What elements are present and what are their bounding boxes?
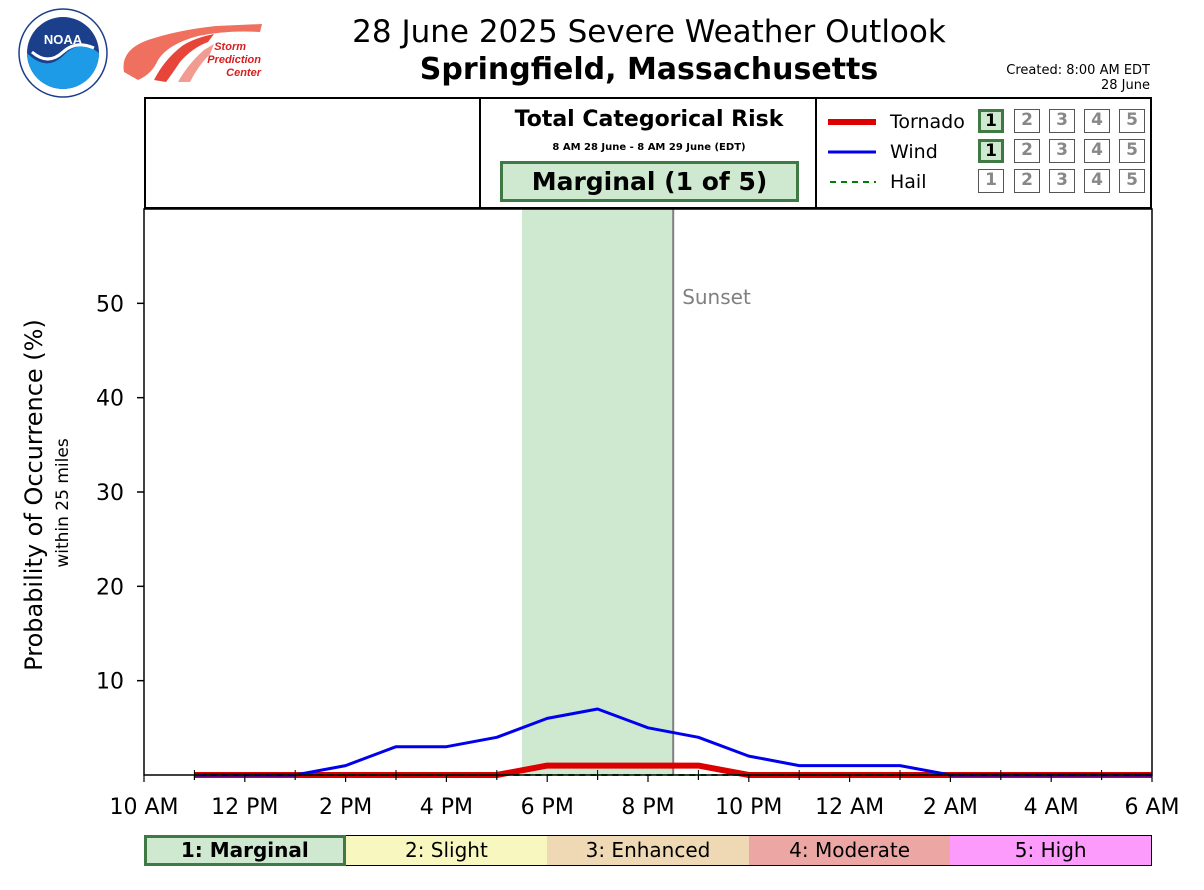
- header-panel: [144, 97, 1152, 209]
- noaa-logo-text: NOAA: [44, 32, 83, 47]
- spc-logo-line1: Storm: [214, 41, 246, 53]
- legend-row-hail: Hail 1 2 3 4 5: [826, 168, 1151, 194]
- noaa-logo: NOAA: [18, 8, 108, 98]
- tornado-level-2: 2: [1014, 109, 1040, 133]
- category-cell-1: 1: Marginal: [144, 835, 346, 866]
- x-tick-label: 4 AM: [1024, 795, 1079, 820]
- panel-divider-right: [815, 97, 817, 209]
- legend-swatch-tornado: [828, 119, 876, 125]
- x-tick-label: 4 PM: [420, 795, 473, 820]
- wind-level-2: 2: [1014, 139, 1040, 163]
- probability-chart: Sunset 10 20 30 40 50 10 AM 12 PM 2 PM 4 PM 6 PM 8…: [20, 208, 1180, 820]
- wind-level-3: 3: [1049, 139, 1075, 163]
- y-tick-label-10: 10: [96, 670, 124, 695]
- legend-swatch-hail: [830, 181, 876, 183]
- created-timestamp: Created: 8:00 AM EDT 28 June: [1006, 63, 1150, 93]
- wind-level-4: 4: [1084, 139, 1110, 163]
- category-cell-3: 3: Enhanced: [547, 835, 749, 866]
- page-title: 28 June 2025 Severe Weather Outlook: [352, 14, 946, 50]
- legend-label-hail: Hail: [890, 171, 927, 193]
- y-tick-label-20: 20: [96, 575, 124, 600]
- x-tick-label: 10 AM: [109, 795, 178, 820]
- x-tick-label: 6 PM: [521, 795, 574, 820]
- tornado-level-3: 3: [1049, 109, 1075, 133]
- y-tick-label-30: 30: [96, 481, 124, 506]
- x-tick-label: 8 PM: [621, 795, 674, 820]
- hail-level-4: 4: [1084, 169, 1110, 193]
- y-axis-sublabel: within 25 miles: [53, 438, 73, 567]
- tornado-level-1: 1: [978, 109, 1004, 133]
- hail-level-2: 2: [1014, 169, 1040, 193]
- spc-logo-line2: Prediction: [207, 54, 261, 66]
- wind-level-1: 1: [978, 139, 1004, 163]
- legend-swatch-wind: [828, 150, 876, 154]
- x-tick-label: 2 PM: [319, 795, 372, 820]
- created-time: Created: 8:00 AM EDT: [1006, 63, 1150, 78]
- x-tick-label: 2 AM: [923, 795, 978, 820]
- legend: Tornado 1 2 3 4 5 Wind 1 2 3 4 5 Hail 1 …: [826, 108, 1151, 198]
- legend-label-tornado: Tornado: [890, 111, 965, 133]
- page-subtitle: Springfield, Massachusetts: [419, 52, 879, 87]
- x-tick-label: 12 PM: [211, 795, 278, 820]
- hail-level-3: 3: [1049, 169, 1075, 193]
- risk-period: 8 AM 28 June - 8 AM 29 June (EDT): [552, 142, 746, 153]
- category-cell-5: 5: High: [950, 835, 1152, 866]
- panel-divider-left: [479, 97, 481, 209]
- x-tick-label: 6 AM: [1124, 795, 1179, 820]
- risk-period-band: [522, 209, 674, 775]
- y-axis-label: Probability of Occurrence (%): [20, 319, 48, 671]
- y-tick-label-50: 50: [96, 292, 124, 317]
- legend-row-tornado: Tornado 1 2 3 4 5: [826, 108, 1151, 134]
- tornado-level-4: 4: [1084, 109, 1110, 133]
- spc-logo-line3: Center: [226, 67, 262, 79]
- legend-row-wind: Wind 1 2 3 4 5: [826, 138, 1151, 164]
- risk-badge: Marginal (1 of 5): [500, 161, 799, 202]
- wind-level-5: 5: [1119, 139, 1145, 163]
- hail-level-1: 1: [978, 169, 1004, 193]
- hail-level-5: 5: [1119, 169, 1145, 193]
- risk-title: Total Categorical Risk: [514, 107, 784, 132]
- category-cell-4: 4: Moderate: [748, 835, 951, 866]
- created-date: 28 June: [1101, 78, 1150, 93]
- legend-label-wind: Wind: [890, 141, 938, 163]
- spc-logo: Storm Prediction Center: [123, 24, 262, 82]
- tornado-level-5: 5: [1119, 109, 1145, 133]
- x-tick-label: 12 AM: [815, 795, 884, 820]
- category-cell-2: 2: Slight: [345, 835, 548, 866]
- category-scale: 1: Marginal 2: Slight 3: Enhanced 4: Modera…: [144, 835, 1152, 866]
- sunset-label: Sunset: [682, 285, 751, 309]
- x-tick-label: 10 PM: [715, 795, 782, 820]
- y-tick-label-40: 40: [96, 387, 124, 412]
